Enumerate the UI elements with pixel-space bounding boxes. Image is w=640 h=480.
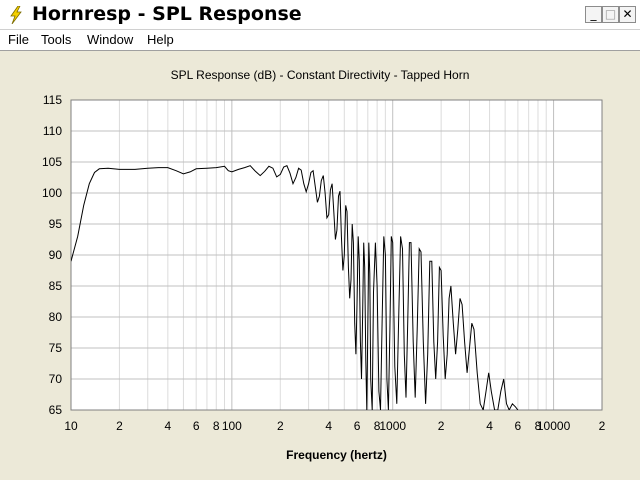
x-tick-label: 10000 [537,419,571,433]
maximize-button[interactable]: □ [602,6,619,23]
menu-file[interactable]: File [8,32,29,47]
x-axis-label: Frequency (hertz) [286,448,387,462]
y-tick-label: 115 [43,93,62,107]
y-tick-label: 95 [49,217,63,231]
x-tick-label: 6 [354,419,361,433]
y-tick-label: 70 [49,372,63,386]
x-tick-label: 6 [515,419,522,433]
plot-frame [70,99,603,411]
x-tick-label: 10 [64,419,78,433]
y-tick-label: 90 [49,248,63,262]
x-tick-label: 2 [116,419,123,433]
x-tick-label: 4 [486,419,493,433]
x-tick-label: 2 [277,419,284,433]
y-tick-label: 100 [42,186,62,200]
chart-title: SPL Response (dB) - Constant Directivity… [170,68,470,82]
x-tick-label: 8 [374,419,381,433]
y-tick-label: 85 [49,279,63,293]
lightning-bolt-icon [10,6,22,24]
x-tick-label: 4 [165,419,172,433]
y-tick-label: 75 [49,341,63,355]
menu-window[interactable]: Window [87,32,134,47]
spl-series-line [71,165,519,410]
y-tick-label: 80 [49,310,63,324]
x-tick-label: 2 [599,419,606,433]
y-tick-label: 65 [49,403,63,417]
x-tick-label: 6 [193,419,200,433]
x-tick-label: 2 [438,419,445,433]
x-tick-label: 1000 [379,419,406,433]
y-tick-label: 110 [43,124,62,138]
close-button[interactable]: ✕ [619,6,636,23]
menu-tools[interactable]: Tools [41,32,72,47]
x-tick-label: 8 [535,419,542,433]
title-bar[interactable]: Hornresp - SPL Response _ □ ✕ [0,0,640,30]
x-tick-label: 8 [213,419,220,433]
x-tick-label: 100 [222,419,242,433]
minimize-button[interactable]: _ [585,6,602,23]
window-title: Hornresp - SPL Response [32,3,302,25]
menu-help[interactable]: Help [147,32,174,47]
menu-bar: File Tools Window Help [0,30,640,51]
x-tick-label: 4 [325,419,332,433]
y-tick-label: 105 [42,155,62,169]
